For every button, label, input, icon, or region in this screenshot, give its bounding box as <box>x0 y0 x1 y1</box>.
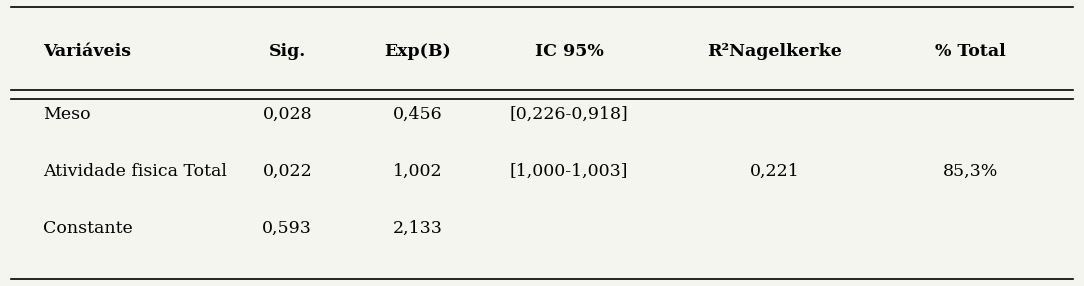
Text: 0,221: 0,221 <box>750 163 800 180</box>
Text: Atividade fisica Total: Atividade fisica Total <box>43 163 228 180</box>
Text: Sig.: Sig. <box>269 43 306 60</box>
Text: [1,000-1,003]: [1,000-1,003] <box>509 163 629 180</box>
Text: IC 95%: IC 95% <box>534 43 604 60</box>
Text: [0,226-0,918]: [0,226-0,918] <box>509 106 629 123</box>
Text: Variáveis: Variáveis <box>43 43 131 60</box>
Text: 1,002: 1,002 <box>392 163 442 180</box>
Text: Exp(B): Exp(B) <box>384 43 451 60</box>
Text: 85,3%: 85,3% <box>942 163 998 180</box>
Text: % Total: % Total <box>934 43 1006 60</box>
Text: 0,022: 0,022 <box>262 163 312 180</box>
Text: R²Nagelkerke: R²Nagelkerke <box>708 43 842 60</box>
Text: 0,028: 0,028 <box>262 106 312 123</box>
Text: Meso: Meso <box>43 106 91 123</box>
Text: 0,593: 0,593 <box>262 220 312 237</box>
Text: Constante: Constante <box>43 220 133 237</box>
Text: 0,456: 0,456 <box>392 106 442 123</box>
Text: 2,133: 2,133 <box>392 220 442 237</box>
